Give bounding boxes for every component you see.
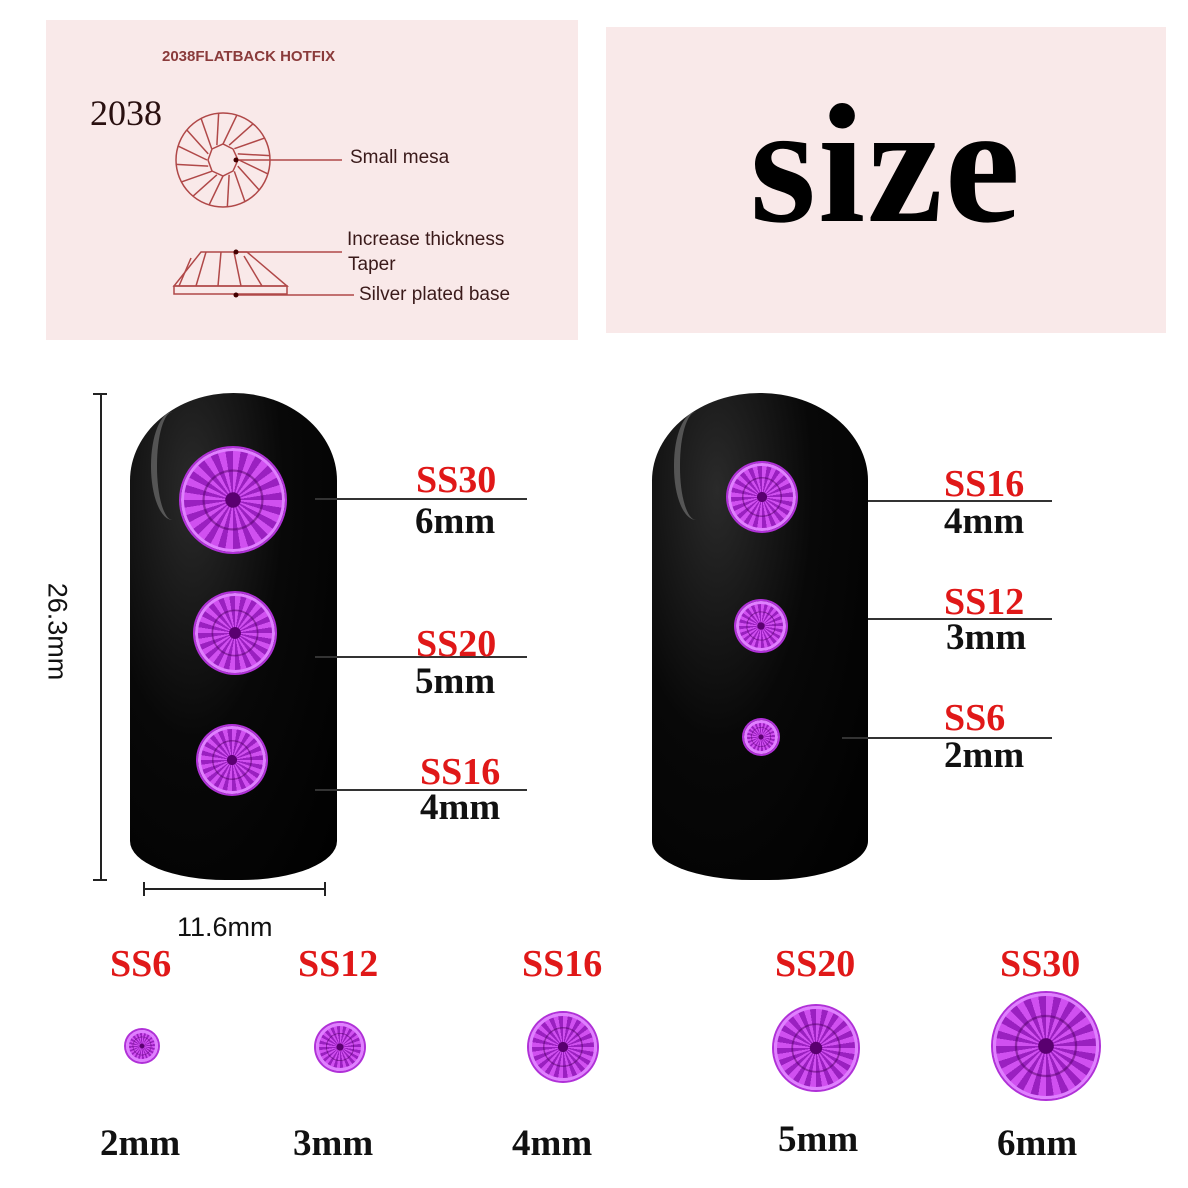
leader-line — [868, 500, 1052, 502]
mm-label: 2mm — [100, 1123, 181, 1164]
ss-label: SS6 — [110, 943, 172, 985]
label-increase-thickness: Increase thickness — [347, 229, 505, 250]
width-dimension-line — [143, 888, 325, 890]
ss-label: SS20 — [416, 623, 497, 665]
ss-label: SS30 — [1000, 943, 1081, 985]
rhinestone-gem — [316, 1023, 364, 1071]
rhinestone-gem — [744, 720, 778, 754]
dimension-tick — [143, 882, 145, 896]
rhinestone-gem — [181, 448, 285, 552]
size-title: size — [749, 70, 1023, 258]
leader-line — [315, 656, 527, 658]
rhinestone-gem — [736, 601, 786, 651]
leader-line — [842, 737, 1052, 739]
ss-label: SS12 — [944, 581, 1025, 623]
leader-line — [868, 618, 1052, 620]
mm-label: 4mm — [944, 501, 1025, 542]
rhinestone-gem — [728, 463, 796, 531]
label-silver-plated-base: Silver plated base — [359, 284, 511, 305]
label-small-mesa: Small mesa — [350, 147, 450, 168]
model-number: 2038 — [90, 93, 162, 133]
leader-line — [315, 789, 527, 791]
title-panel: size — [606, 27, 1166, 333]
mm-label: 3mm — [946, 617, 1027, 658]
width-label: 11.6mm — [177, 912, 273, 942]
ss-label: SS16 — [944, 463, 1025, 505]
rhinestone-gem — [198, 726, 266, 794]
rhinestone-diagram-panel: 2038FLATBACK HOTFIX 2038 Small mesa Incr… — [46, 20, 578, 340]
height-dimension-line — [100, 393, 102, 880]
mm-label: 6mm — [997, 1123, 1078, 1164]
mm-label: 4mm — [420, 787, 501, 828]
diagram-header: 2038FLATBACK HOTFIX — [162, 48, 336, 65]
mm-label: 5mm — [415, 661, 496, 702]
ss-label: SS20 — [775, 943, 856, 985]
rhinestone-gem — [126, 1030, 158, 1062]
rhinestone-gem — [993, 993, 1099, 1099]
dimension-tick — [324, 882, 326, 896]
rhinestone-gem — [195, 593, 275, 673]
rhinestone-gem — [529, 1013, 597, 1081]
mm-label: 5mm — [778, 1119, 859, 1160]
rhinestone-schematic-icon — [172, 112, 354, 298]
ss-label: SS30 — [416, 459, 497, 501]
ss-label: SS16 — [420, 751, 501, 793]
ss-label: SS12 — [298, 943, 379, 985]
mm-label: 4mm — [512, 1123, 593, 1164]
height-label: 26.3mm — [42, 582, 73, 681]
label-taper: Taper — [348, 254, 396, 275]
mm-label: 6mm — [415, 501, 496, 542]
ss-label: SS6 — [944, 697, 1006, 739]
mm-label: 2mm — [944, 735, 1025, 776]
dimension-tick — [93, 393, 107, 395]
dimension-tick — [93, 879, 107, 881]
rhinestone-gem — [774, 1006, 858, 1090]
mm-label: 3mm — [293, 1123, 374, 1164]
leader-line — [315, 498, 527, 500]
ss-label: SS16 — [522, 943, 603, 985]
